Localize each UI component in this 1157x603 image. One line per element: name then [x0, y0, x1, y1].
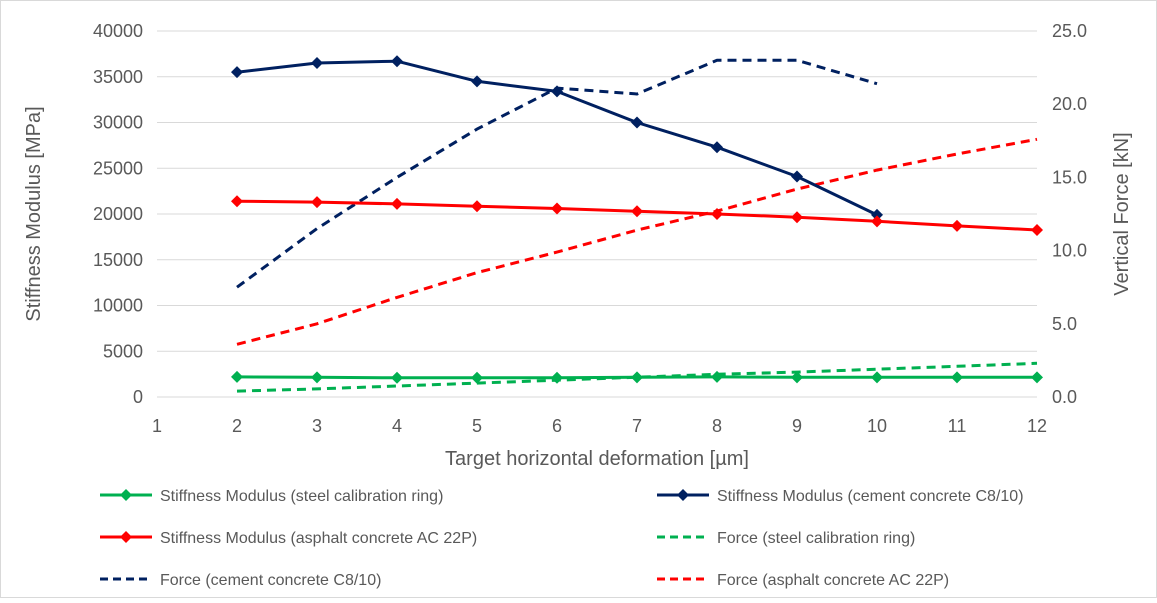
data-point-marker [311, 371, 323, 384]
y2-tick-label: 10.0 [1052, 241, 1087, 261]
data-point-marker [791, 371, 803, 384]
legend-marker [677, 489, 689, 501]
legend-label: Stiffness Modulus (asphalt concrete AC 2… [160, 530, 477, 547]
x-tick-label: 3 [312, 416, 322, 436]
y-tick-label: 30000 [93, 113, 143, 133]
data-point-marker [391, 197, 403, 210]
data-point-marker [231, 66, 243, 79]
data-point-marker [631, 116, 643, 129]
data-point-marker [711, 141, 723, 154]
data-point-marker [231, 195, 243, 208]
data-point-marker [471, 371, 483, 384]
y-tick-label: 15000 [93, 250, 143, 270]
x-tick-label: 9 [792, 416, 802, 436]
data-point-marker [951, 219, 963, 232]
legend-label: Stiffness Modulus (cement concrete C8/10… [717, 488, 1024, 505]
data-point-marker [471, 75, 483, 88]
x-tick-label: 5 [472, 416, 482, 436]
series-line [236, 137, 1038, 346]
data-point-marker [551, 85, 563, 98]
y-axis-title: Stiffness Modulus [MPa] [23, 106, 45, 321]
x-tick-label: 8 [712, 416, 722, 436]
y-tick-label: 35000 [93, 67, 143, 87]
data-point-marker [871, 215, 883, 228]
data-point-marker [311, 196, 323, 209]
y2-tick-label: 15.0 [1052, 167, 1087, 187]
data-point-marker [871, 208, 883, 221]
x-tick-label: 2 [232, 416, 242, 436]
y2-axis-title: Vertical Force [kN] [1111, 132, 1133, 295]
data-point-marker [1031, 224, 1043, 237]
plot-series [231, 55, 1043, 393]
y-tick-label: 20000 [93, 204, 143, 224]
data-point-marker [391, 371, 403, 384]
data-point-marker [791, 211, 803, 224]
y-tick-label: 5000 [103, 341, 143, 361]
y-tick-label: 25000 [93, 158, 143, 178]
data-point-marker [551, 202, 563, 215]
y2-tick-label: 0.0 [1052, 387, 1077, 407]
x-tick-label: 6 [552, 416, 562, 436]
data-point-marker [711, 370, 723, 383]
y2-tick-label: 5.0 [1052, 314, 1077, 334]
data-point-marker [871, 371, 883, 384]
data-point-marker [951, 371, 963, 384]
data-point-marker [471, 200, 483, 213]
data-point-marker [631, 205, 643, 218]
x-tick-label: 1 [152, 416, 162, 436]
series-line [236, 361, 1038, 393]
data-point-marker [311, 57, 323, 70]
y-tick-label: 40000 [93, 21, 143, 41]
x-tick-label: 10 [867, 416, 887, 436]
data-point-marker [631, 371, 643, 384]
x-tick-label: 12 [1027, 416, 1047, 436]
legend-label: Stiffness Modulus (steel calibration rin… [160, 488, 443, 505]
y2-tick-label: 20.0 [1052, 94, 1087, 114]
data-point-marker [231, 370, 243, 383]
data-point-marker [1031, 371, 1043, 384]
legend-marker [120, 531, 132, 543]
y-tick-label: 0 [133, 387, 143, 407]
data-point-marker [551, 371, 563, 384]
data-point-marker [711, 208, 723, 220]
y2-tick-label: 25.0 [1052, 21, 1087, 41]
legend: Stiffness Modulus (steel calibration rin… [100, 488, 1024, 589]
legend-label: Force (steel calibration ring) [717, 530, 915, 547]
x-tick-label: 7 [632, 416, 642, 436]
legend-marker [120, 489, 132, 501]
x-tick-label: 11 [948, 416, 967, 436]
data-point-marker [791, 170, 803, 183]
data-point-marker [391, 55, 403, 68]
x-tick-label: 4 [392, 416, 402, 436]
legend-label: Force (cement concrete C8/10) [160, 572, 381, 589]
gridlines [157, 30, 1037, 352]
x-axis-title: Target horizontal deformation [µm] [445, 448, 749, 470]
y-tick-label: 10000 [93, 296, 143, 316]
axes: 0 5000 10000 15000 20000 25000 30000 35000 40000… [93, 21, 1087, 436]
legend-label: Force (asphalt concrete AC 22P) [717, 572, 949, 589]
